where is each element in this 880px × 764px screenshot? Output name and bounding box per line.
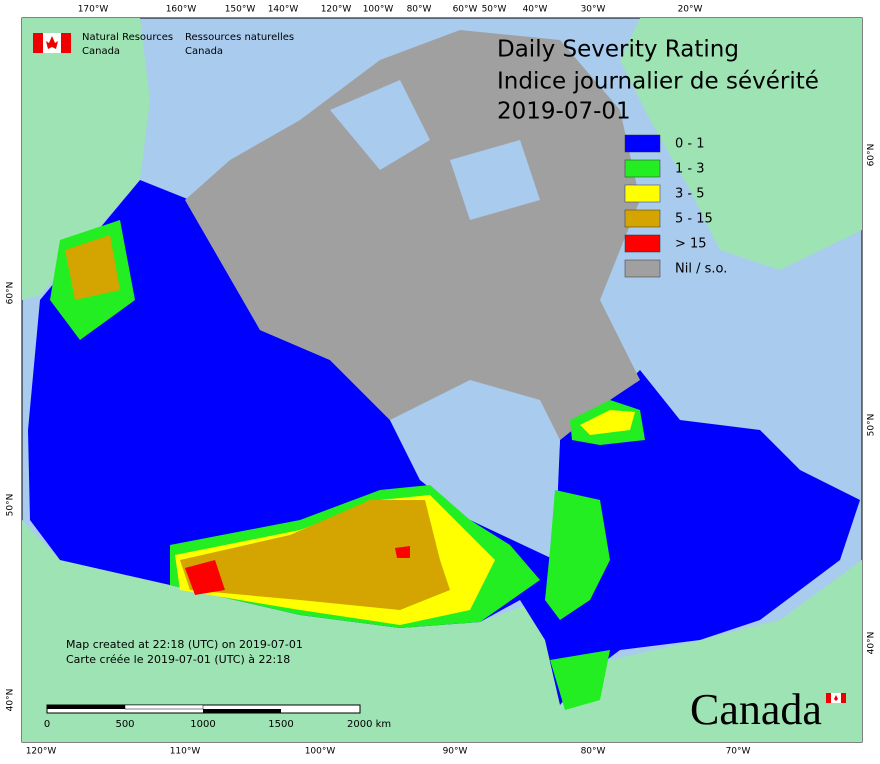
title: Indice journalier de sévérité [497, 69, 819, 95]
graticule-label: 40°W [523, 5, 548, 15]
title: Daily Severity Rating [497, 37, 739, 63]
graticule-label: 40°N [6, 689, 16, 712]
canada-flag [33, 33, 71, 53]
graticule-label: 60°N [6, 282, 16, 305]
legend-label: > 15 [675, 237, 707, 252]
legend-swatch [624, 159, 661, 178]
graticule-label: 140°W [268, 5, 299, 15]
usa [22, 520, 862, 742]
scale-label: 500 [115, 719, 134, 730]
graticule-label: 100°W [363, 5, 394, 15]
scale-bar [46, 704, 361, 714]
scale-label: 1500 [268, 719, 293, 730]
scale-label: 2000 km [347, 719, 391, 730]
patch-yellow [580, 410, 635, 435]
patch-gold [65, 235, 120, 300]
graticule-label: 50°N [867, 414, 877, 437]
graticule-label: 90°W [443, 747, 468, 757]
wordmark-flag [826, 693, 846, 703]
scale-label: 1000 [190, 719, 215, 730]
legend-swatch [624, 134, 661, 153]
graticule-label: 20°W [678, 5, 703, 15]
scale-label: 0 [44, 719, 50, 730]
graticule-label: 70°W [726, 747, 751, 757]
legend-label: 3 - 5 [675, 187, 705, 202]
alaska [22, 18, 150, 300]
agency-en: Canada [82, 46, 120, 57]
credit: Map created at 22:18 (UTC) on 2019-07-01 [66, 638, 303, 651]
graticule-label: 120°W [26, 747, 57, 757]
graticule-label: 170°W [78, 5, 109, 15]
graticule-label: 80°W [407, 5, 432, 15]
title: 2019-07-01 [497, 99, 631, 125]
legend-swatch [624, 209, 661, 228]
hudson-bay [390, 380, 560, 540]
agency-fr: Ressources naturelles [185, 32, 294, 43]
graticule-label: 160°W [166, 5, 197, 15]
agency-fr: Canada [185, 46, 223, 57]
graticule-label: 50°N [6, 494, 16, 517]
graticule-label: 110°W [170, 747, 201, 757]
legend-swatch [624, 184, 661, 203]
wordmark: Canada [690, 685, 822, 734]
legend-label: 5 - 15 [675, 212, 713, 227]
patch-red [185, 546, 410, 595]
legend-swatch [624, 259, 661, 278]
legend-label: 1 - 3 [675, 162, 705, 177]
patch-green [545, 490, 610, 710]
graticule-label: 40°N [867, 632, 877, 655]
graticule-label: 100°W [305, 747, 336, 757]
graticule-label: 30°W [581, 5, 606, 15]
agency-en: Natural Resources [82, 32, 173, 43]
graticule-label: 150°W [225, 5, 256, 15]
arctic-channels [330, 80, 540, 220]
credit: Carte créée le 2019-07-01 (UTC) à 22:18 [66, 653, 290, 666]
greenland [620, 18, 862, 270]
graticule-label: 60°N [867, 144, 877, 167]
patch-gold [180, 500, 450, 610]
no-data-region [185, 30, 640, 440]
legend-label: 0 - 1 [675, 137, 705, 152]
graticule-label: 120°W [321, 5, 352, 15]
graticule-label: 50°W [482, 5, 507, 15]
legend-label: Nil / s.o. [675, 262, 727, 277]
graticule-label: 80°W [581, 747, 606, 757]
legend-swatch [624, 234, 661, 253]
graticule-label: 60°W [453, 5, 478, 15]
